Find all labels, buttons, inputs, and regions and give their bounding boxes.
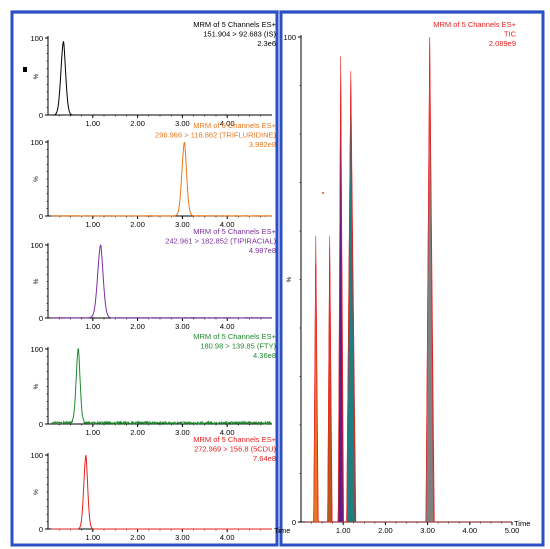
- header-line: 3.982e8: [249, 140, 276, 149]
- x-tick-label: 1.00: [85, 220, 100, 229]
- y-tick-label: 100: [283, 33, 296, 42]
- x-tick-label: 4.00: [220, 119, 235, 128]
- header-line: 2.089e9: [489, 39, 516, 48]
- x-tick-label: 4.00: [220, 322, 235, 331]
- header-line: MRM of 5 Channels ES+: [193, 227, 276, 236]
- y-axis-label: %: [33, 489, 40, 495]
- x-tick-label: 3.00: [175, 119, 190, 128]
- header-line: MRM of 5 Channels ES+: [193, 20, 276, 29]
- x-tick-label: 1.00: [85, 428, 100, 437]
- x-tick-label: 4.00: [220, 220, 235, 229]
- chart-ch3: MRM of 5 Channels ES+242.961 > 182.852 (…: [30, 227, 276, 331]
- x-tick-label: 2.00: [378, 526, 393, 535]
- x-tick-label: 3.00: [175, 533, 190, 542]
- header-line: 272.969 > 156.8 (5CDU): [194, 445, 276, 454]
- trace-ch5: [51, 454, 272, 530]
- x-tick-label: 3.00: [175, 220, 190, 229]
- header-line: MRM of 5 Channels ES+: [193, 121, 276, 130]
- y-tick-label: 100: [30, 241, 43, 250]
- x-tick-label: 3.00: [175, 322, 190, 331]
- y-tick-label: 0: [39, 314, 43, 323]
- chart-ch5: MRM of 5 Channels ES+272.969 > 156.8 (5C…: [30, 435, 290, 542]
- header-line: 242.961 > 182.852 (TIPIRACIAL): [165, 237, 276, 246]
- header-line: MRM of 5 Channels ES+: [193, 332, 276, 341]
- x-tick-label: 2.00: [130, 119, 145, 128]
- y-tick-label: 100: [30, 34, 43, 43]
- y-axis-label: %: [33, 176, 40, 182]
- right-pane-frame: [279, 10, 545, 547]
- chart-ch4: MRM of 5 Channels ES+180.98 > 139.85 (FT…: [30, 332, 276, 437]
- y-tick-label: 0: [39, 420, 43, 429]
- x-tick-label: 2.00: [130, 322, 145, 331]
- y-tick-label: 0: [39, 525, 43, 534]
- header-line: 7.64e8: [253, 454, 276, 463]
- selection-marker: [23, 67, 27, 72]
- x-tick-label: 4.00: [220, 428, 235, 437]
- y-tick-label: 100: [30, 451, 43, 460]
- header-line: MRM of 5 Channels ES+: [193, 435, 276, 444]
- chart-area: MRM of 5 Channels ES+151.904 > 92.683 (I…: [30, 20, 530, 542]
- y-tick-label: 100: [30, 345, 43, 354]
- header-line: 4.36e8: [253, 351, 276, 360]
- x-axis-label: Time: [274, 526, 290, 535]
- tic-trace: [305, 38, 512, 523]
- header-line: 296.966 > 116.862 (TRIFLURIDINE): [155, 131, 276, 140]
- x-tick-label: 1.00: [85, 322, 100, 331]
- x-tick-label: 1.00: [336, 526, 351, 535]
- trace-ch1: [51, 41, 272, 116]
- x-tick-label: 2.00: [130, 428, 145, 437]
- x-tick-label: 3.00: [175, 428, 190, 437]
- x-tick-label: 4.00: [220, 533, 235, 542]
- tic-artifact: [322, 192, 325, 194]
- y-tick-label: 100: [30, 138, 43, 147]
- header-line: 180.98 > 139.85 (FTY): [200, 342, 276, 351]
- x-tick-label: 1.00: [85, 119, 100, 128]
- y-axis-label: %: [33, 383, 40, 389]
- chart-ch2: MRM of 5 Channels ES+296.966 > 116.862 (…: [30, 121, 276, 229]
- x-tick-label: 2.00: [130, 533, 145, 542]
- y-tick-label: 0: [39, 212, 43, 221]
- y-axis-label: %: [286, 276, 293, 282]
- header-line: 2.3e6: [257, 39, 276, 48]
- y-axis-label: %: [33, 278, 40, 284]
- x-tick-label: 4.00: [462, 526, 477, 535]
- x-tick-label: 5.00: [505, 526, 520, 535]
- header-line: 151.904 > 92.683 (IS): [203, 30, 276, 39]
- x-tick-label: 2.00: [130, 220, 145, 229]
- x-tick-label: 1.00: [85, 533, 100, 542]
- y-tick-label: 0: [292, 518, 296, 527]
- trace-ch2: [51, 141, 273, 217]
- header-line: MRM of 5 Channels ES+: [433, 20, 516, 29]
- header-line: 4.987e8: [249, 246, 276, 255]
- y-tick-label: 0: [39, 111, 43, 120]
- chart-ch1: MRM of 5 Channels ES+151.904 > 92.683 (I…: [30, 20, 276, 128]
- trace-ch3: [51, 244, 273, 319]
- header-line: TIC: [504, 30, 517, 39]
- x-tick-label: 3.00: [420, 526, 435, 535]
- x-axis-label: Time: [514, 519, 530, 528]
- y-axis-label: %: [33, 73, 40, 79]
- trace-ch4: [51, 348, 273, 426]
- left-pane-frame: [10, 10, 279, 547]
